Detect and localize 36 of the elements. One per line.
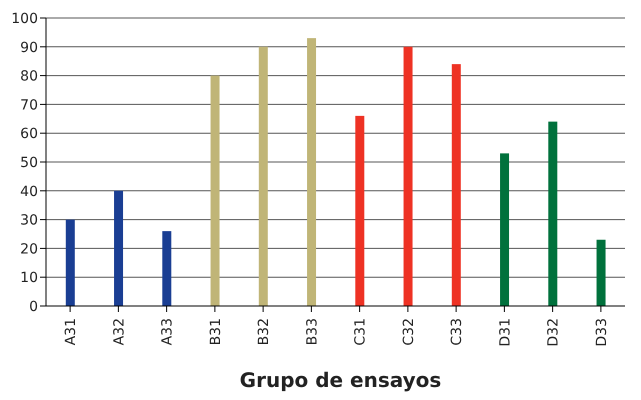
- y-tick-label: 10: [20, 270, 38, 286]
- bar: [258, 46, 268, 306]
- x-tick-label: D31: [497, 318, 514, 347]
- bar: [162, 231, 172, 306]
- bar: [596, 240, 606, 306]
- x-tick-label: D32: [546, 318, 562, 347]
- bar: [404, 46, 413, 306]
- x-tick-label: A33: [160, 318, 176, 346]
- y-tick-label: 40: [20, 184, 38, 200]
- y-tick-label: 20: [20, 241, 38, 258]
- x-tick-label: D33: [594, 318, 610, 347]
- x-tick-label: C32: [400, 318, 417, 346]
- bar: [548, 122, 558, 306]
- y-tick-label: 30: [20, 212, 38, 229]
- y-tick-label: 60: [20, 126, 38, 142]
- y-tick-label: 80: [20, 68, 38, 85]
- x-tick-label: C33: [449, 318, 466, 346]
- bar: [500, 153, 510, 306]
- bar: [66, 220, 75, 306]
- bar: [452, 64, 461, 306]
- y-tick-label: 90: [20, 40, 38, 56]
- y-tick-label: 50: [20, 154, 38, 171]
- x-tick-label: C31: [352, 318, 369, 346]
- y-tick-label: 0: [29, 298, 38, 315]
- x-axis-title: Grupo de ensayos: [238, 368, 442, 392]
- y-tick-label: 100: [11, 10, 38, 27]
- bar: [114, 190, 124, 306]
- x-tick-label: B31: [208, 318, 224, 346]
- bar: [210, 76, 220, 306]
- x-tick-label: B33: [304, 318, 320, 346]
- x-tick-label: B32: [256, 318, 272, 346]
- x-tick-label: A32: [111, 318, 128, 346]
- x-tick-label: A31: [63, 318, 80, 346]
- bar: [355, 116, 364, 306]
- bar: [307, 38, 316, 306]
- y-tick-label: 70: [20, 97, 38, 114]
